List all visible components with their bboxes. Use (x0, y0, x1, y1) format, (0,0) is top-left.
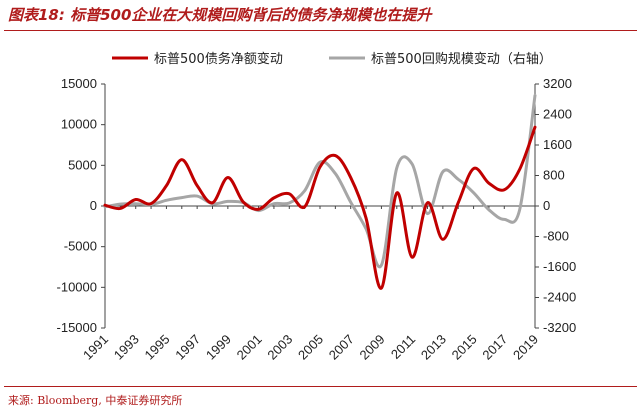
x-tick-label: 2005 (295, 332, 326, 363)
x-tick-label: 1999 (203, 332, 234, 363)
legend-buyback-label: 标普500回购规模变动（右轴） (371, 51, 552, 67)
x-tick-label: 2015 (449, 332, 480, 363)
y-left-tick-label: -10000 (57, 279, 97, 294)
y-right-tick-label: -1600 (543, 259, 576, 274)
y-right-tick-label: 1600 (543, 137, 572, 152)
chart-legend: 标普500债务净额变动 标普500回购规模变动（右轴） (112, 51, 552, 67)
y-left-tick-label: 15000 (61, 76, 97, 91)
x-tick-label: 1997 (172, 332, 203, 363)
chart-title: 图表18: 标普500企业在大规模回购背后的债务净规模也在提升 (8, 6, 432, 24)
x-tick-label: 1995 (141, 332, 172, 363)
x-tick-label: 2011 (388, 332, 418, 362)
x-tick-label: 1993 (111, 332, 142, 363)
x-tick-label: 2013 (418, 332, 449, 363)
title-divider (4, 30, 637, 31)
y-left-tick-label: -5000 (64, 239, 97, 254)
series-line-net-debt (103, 125, 537, 290)
y-right-tick-label: 800 (543, 168, 565, 183)
x-tick-label: 2003 (264, 332, 295, 363)
y-right-tick-label: -2400 (543, 290, 576, 305)
legend-net-debt-label: 标普500债务净额变动 (154, 51, 283, 67)
y-left-tick-label: 10000 (61, 117, 97, 132)
y-right-tick-label: -800 (543, 229, 569, 244)
x-tick-label: 1991 (80, 332, 111, 363)
chart-series (103, 93, 537, 290)
y-right-tick-label: 2400 (543, 107, 572, 122)
x-tick-label: 2009 (356, 332, 387, 363)
y-left-tick-label: -15000 (57, 320, 97, 335)
y-right-tick-label: -3200 (543, 320, 576, 335)
footer-divider (4, 386, 637, 387)
x-tick-label: 2001 (234, 332, 265, 363)
chart-axes: -15000 -10000 -5000 0 5000 10000 15000 -3200 -24… (57, 76, 577, 363)
y-right-tick-label: 3200 (543, 76, 572, 91)
x-tick-label: 2017 (479, 332, 510, 363)
x-tick-label: 2007 (326, 332, 357, 363)
y-left-tick-label: 5000 (68, 157, 97, 172)
y-left-tick-label: 0 (90, 198, 97, 213)
x-tick-label: 2019 (510, 332, 541, 363)
source-note: 来源: Bloomberg, 中泰证券研究所 (8, 394, 183, 407)
y-right-tick-label: 0 (543, 198, 550, 213)
